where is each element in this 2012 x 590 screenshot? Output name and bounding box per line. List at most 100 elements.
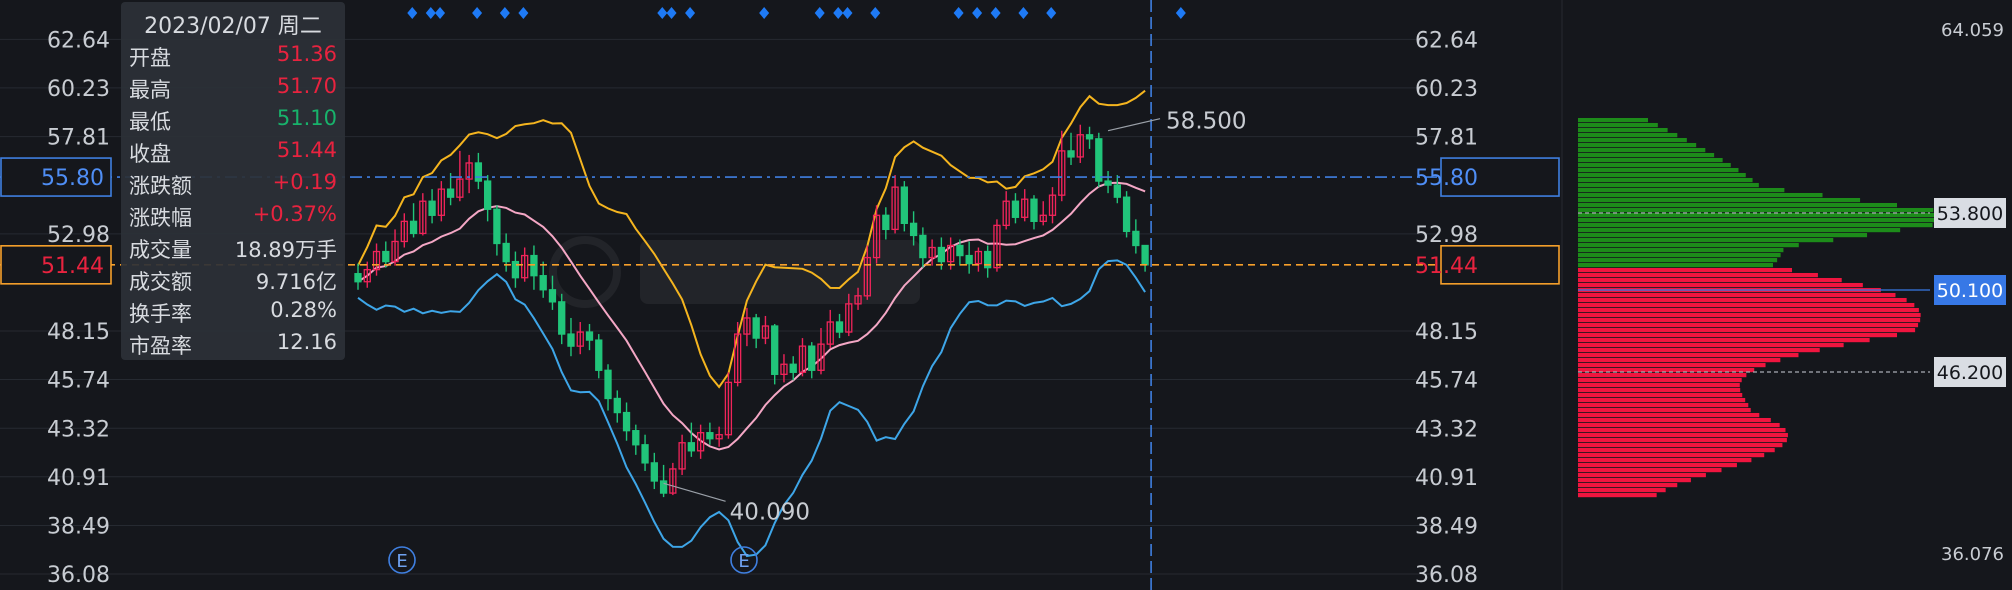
candle[interactable]: [1021, 189, 1029, 222]
candle[interactable]: [909, 211, 918, 246]
candle[interactable]: [613, 390, 621, 423]
earnings-marker[interactable]: E: [388, 546, 416, 574]
candle[interactable]: [502, 233, 510, 272]
event-diamond[interactable]: [666, 7, 677, 19]
candle[interactable]: [382, 241, 390, 268]
earnings-marker[interactable]: E: [730, 546, 758, 574]
event-diamond[interactable]: [972, 7, 983, 19]
candle[interactable]: [706, 422, 714, 445]
event-diamond[interactable]: [499, 7, 510, 19]
event-diamond[interactable]: [870, 7, 881, 19]
candle[interactable]: [1048, 187, 1057, 224]
candle[interactable]: [845, 293, 853, 337]
event-diamond[interactable]: [842, 7, 853, 19]
candle[interactable]: [650, 452, 658, 490]
candle[interactable]: [530, 245, 538, 290]
event-diamond[interactable]: [407, 7, 418, 19]
candle[interactable]: [734, 321, 742, 387]
candle[interactable]: [678, 434, 686, 475]
candle[interactable]: [1132, 219, 1140, 254]
candle[interactable]: [1141, 244, 1149, 272]
candle[interactable]: [659, 464, 668, 498]
candle[interactable]: [891, 175, 899, 234]
candle[interactable]: [1067, 132, 1075, 165]
candle[interactable]: [558, 293, 566, 345]
candle[interactable]: [419, 193, 427, 236]
candle[interactable]: [521, 247, 529, 282]
candle[interactable]: [632, 424, 640, 455]
candle[interactable]: [437, 181, 445, 222]
event-diamond[interactable]: [1046, 7, 1057, 19]
candle[interactable]: [808, 342, 816, 379]
candle[interactable]: [826, 309, 834, 349]
candle[interactable]: [539, 261, 547, 298]
candle[interactable]: [1085, 126, 1094, 149]
candle[interactable]: [761, 315, 770, 345]
event-diamond[interactable]: [1018, 7, 1029, 19]
candle[interactable]: [900, 181, 908, 232]
candle[interactable]: [641, 434, 649, 471]
candle[interactable]: [1122, 191, 1131, 238]
candle[interactable]: [919, 227, 927, 268]
candle[interactable]: [595, 334, 603, 379]
candle[interactable]: [715, 426, 723, 447]
event-diamond[interactable]: [953, 7, 964, 19]
candles[interactable]: [354, 124, 1149, 498]
candle[interactable]: [391, 229, 399, 266]
candle[interactable]: [465, 154, 473, 194]
candle[interactable]: [585, 323, 594, 351]
candle[interactable]: [446, 173, 455, 206]
candle[interactable]: [743, 307, 751, 347]
candle[interactable]: [771, 323, 779, 385]
candle[interactable]: [576, 321, 584, 355]
candle[interactable]: [1039, 201, 1047, 226]
candle[interactable]: [956, 239, 964, 266]
candle[interactable]: [1113, 175, 1121, 204]
candle[interactable]: [428, 189, 436, 224]
candle[interactable]: [1011, 193, 1020, 224]
candle[interactable]: [1076, 124, 1084, 163]
candle[interactable]: [798, 338, 807, 377]
candle[interactable]: [1058, 130, 1066, 202]
candle[interactable]: [1104, 171, 1112, 194]
candle[interactable]: [493, 205, 501, 256]
candle[interactable]: [965, 241, 973, 274]
event-diamond[interactable]: [685, 7, 696, 19]
candle[interactable]: [1002, 191, 1010, 230]
event-diamond[interactable]: [759, 7, 770, 19]
candle[interactable]: [1030, 195, 1038, 230]
candle[interactable]: [872, 205, 881, 264]
candle[interactable]: [354, 263, 362, 290]
candle[interactable]: [984, 245, 992, 278]
candle[interactable]: [780, 354, 788, 383]
candle[interactable]: [604, 364, 612, 411]
candle[interactable]: [993, 219, 1001, 272]
candle[interactable]: [696, 424, 705, 459]
candle[interactable]: [1095, 132, 1103, 188]
candle[interactable]: [548, 275, 557, 310]
candle[interactable]: [669, 462, 677, 496]
event-diamond[interactable]: [472, 7, 483, 19]
candle[interactable]: [835, 313, 844, 339]
event-diamond[interactable]: [833, 7, 844, 19]
candle[interactable]: [363, 261, 371, 288]
candle[interactable]: [474, 152, 483, 190]
candle[interactable]: [622, 402, 631, 441]
candle[interactable]: [687, 422, 696, 457]
candle[interactable]: [752, 313, 760, 349]
candle[interactable]: [372, 243, 381, 276]
candle[interactable]: [511, 251, 520, 288]
candle[interactable]: [789, 356, 797, 381]
candle[interactable]: [854, 287, 862, 310]
event-diamond[interactable]: [990, 7, 1001, 19]
candle[interactable]: [409, 203, 418, 238]
event-diamond[interactable]: [814, 7, 825, 19]
event-diamond[interactable]: [657, 7, 668, 19]
candle[interactable]: [882, 207, 890, 240]
candle[interactable]: [974, 247, 983, 272]
candle[interactable]: [928, 239, 936, 266]
candle[interactable]: [863, 245, 871, 300]
event-diamond[interactable]: [518, 7, 529, 19]
